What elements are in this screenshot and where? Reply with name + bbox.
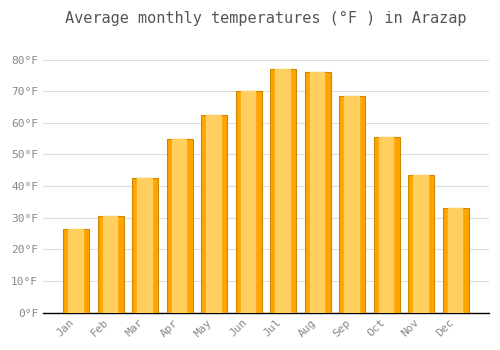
Bar <box>339 96 365 313</box>
Bar <box>166 139 192 313</box>
Bar <box>206 115 220 313</box>
Bar <box>236 91 262 313</box>
Bar <box>310 72 324 313</box>
Bar <box>138 178 151 313</box>
Bar <box>276 69 289 313</box>
Bar <box>442 208 468 313</box>
Bar <box>379 137 393 313</box>
Title: Average monthly temperatures (°F ) in Arazap: Average monthly temperatures (°F ) in Ar… <box>65 11 466 26</box>
Bar <box>414 175 428 313</box>
Bar <box>103 216 117 313</box>
Bar <box>132 178 158 313</box>
Bar <box>344 96 358 313</box>
Bar <box>241 91 255 313</box>
Bar <box>270 69 296 313</box>
Bar <box>408 175 434 313</box>
Bar <box>98 216 124 313</box>
Bar <box>304 72 330 313</box>
Bar <box>63 229 89 313</box>
Bar <box>68 229 82 313</box>
Bar <box>172 139 186 313</box>
Bar <box>201 115 227 313</box>
Bar <box>374 137 400 313</box>
Bar <box>448 208 462 313</box>
